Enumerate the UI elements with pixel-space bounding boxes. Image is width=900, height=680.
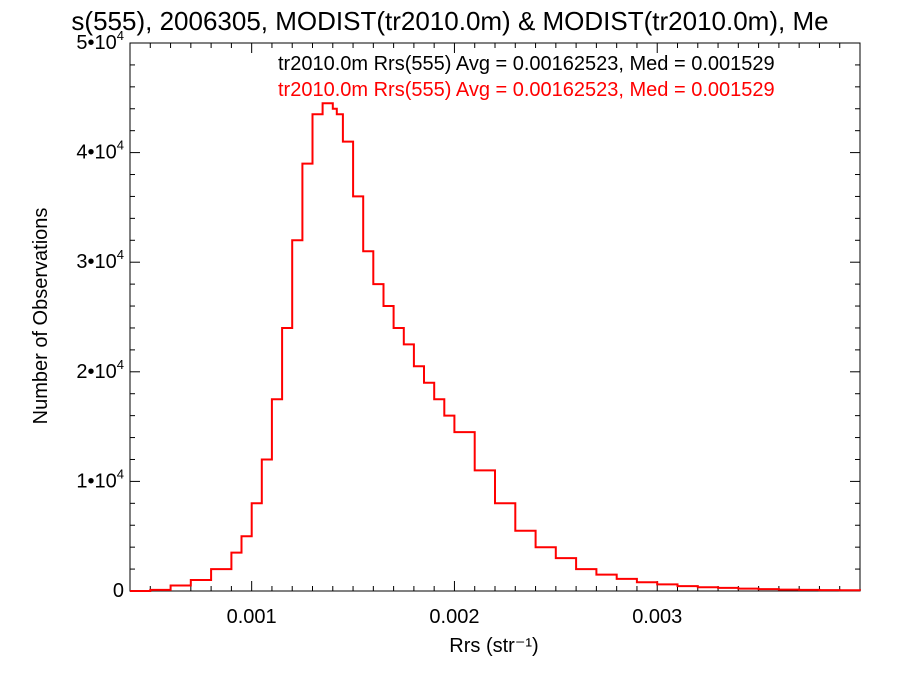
x-axis-ticks: 0.001 0.002 0.003 [149,43,861,628]
y-tick-label: 1•104 [76,466,124,492]
y-tick-label: 5•104 [76,28,124,54]
annotation-red: tr2010.0m Rrs(555) Avg = 0.00162523, Med… [278,79,775,101]
annotation-black: tr2010.0m Rrs(555) Avg = 0.00162523, Med… [278,53,775,75]
y-tick-label: 2•104 [76,357,124,383]
x-axis-label: Rrs (str⁻¹) [449,635,538,657]
histogram-series-line [130,102,861,592]
y-tick-label: 0 [113,580,124,602]
chart-title: s(555), 2006305, MODIST(tr2010.0m) & MOD… [71,6,828,36]
x-tick-label: 0.001 [227,606,277,628]
y-axis-label: Number of Observations [30,208,52,425]
y-tick-label: 4•104 [76,138,124,164]
plot-frame [129,42,861,592]
y-axis-ticks: 0 1•104 2•104 3•104 4•104 5•104 [76,28,860,602]
y-tick-label: 3•104 [76,247,124,273]
x-tick-label: 0.003 [632,606,682,628]
x-tick-label: 0.002 [429,606,479,628]
